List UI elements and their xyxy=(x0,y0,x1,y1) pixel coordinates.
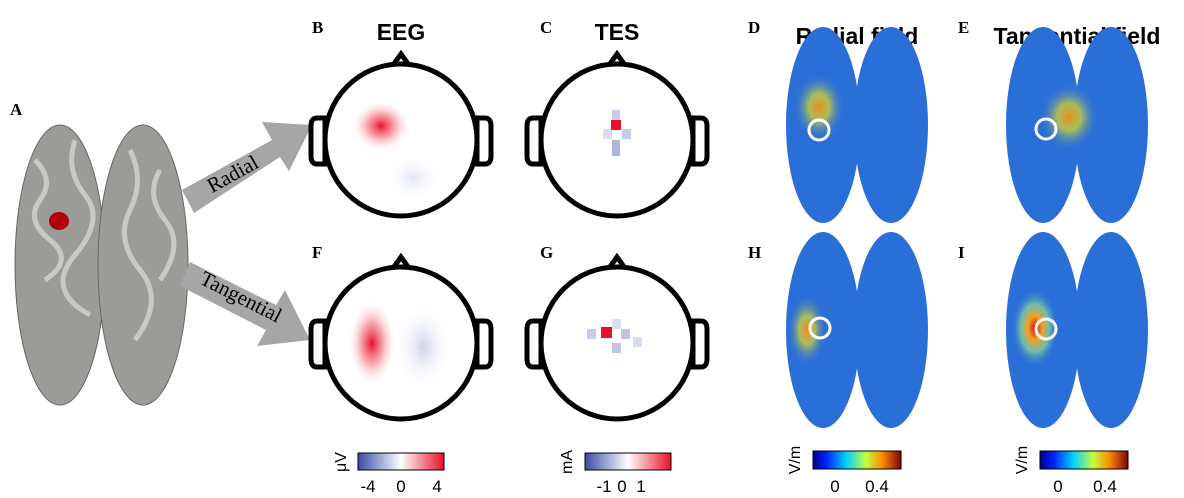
colorbar-tick: 0 xyxy=(830,477,839,496)
hemisphere xyxy=(97,124,189,406)
electrode xyxy=(612,140,620,156)
colorbar-tick: -1 xyxy=(596,477,611,496)
hemisphere xyxy=(854,232,928,428)
gyri xyxy=(31,139,177,342)
colorbar-unit: mA xyxy=(559,450,576,474)
colorbar-unit: μV xyxy=(333,452,350,472)
electrode xyxy=(603,129,612,139)
colorbar xyxy=(357,452,445,471)
electrode xyxy=(621,329,630,339)
electrode xyxy=(612,343,621,353)
field-hotspot xyxy=(793,73,845,141)
panel-label: F xyxy=(312,243,322,262)
brain-gray xyxy=(14,124,189,406)
colorbar-tick: 0 xyxy=(396,477,405,496)
colorbar-tick: 0 xyxy=(617,477,626,496)
source xyxy=(49,212,69,230)
colorbar-eeg: μV -4 0 4 xyxy=(333,452,445,496)
electrode xyxy=(601,327,612,338)
panel-label: D xyxy=(748,18,760,37)
colorbar-tick: 1 xyxy=(636,477,645,496)
head-c xyxy=(524,49,710,219)
arrow-tangential: Tangential xyxy=(180,262,310,346)
colorbar-tick: 4 xyxy=(432,477,441,496)
field-hotspot xyxy=(1039,83,1099,151)
panel-label: B xyxy=(312,18,323,37)
colorbar xyxy=(812,450,902,470)
colorbar-unit: V/m xyxy=(1014,446,1031,474)
potential-blob xyxy=(351,100,411,152)
panel-label: H xyxy=(748,243,761,262)
colorbar-tick: 0.4 xyxy=(1093,477,1117,496)
colorbar xyxy=(1039,450,1129,470)
hemisphere xyxy=(1074,232,1148,428)
arrow xyxy=(180,262,310,346)
panel-label: G xyxy=(540,243,553,262)
colorbar-unit: V/m xyxy=(787,446,804,474)
hemisphere xyxy=(1074,27,1148,223)
arrow-radial: Radial xyxy=(182,122,312,213)
electrode xyxy=(633,337,642,347)
brain-d xyxy=(786,27,928,223)
panel-label: I xyxy=(958,243,965,262)
electrode xyxy=(612,110,620,122)
colorbar-tick: -4 xyxy=(360,477,375,496)
brain-h xyxy=(786,232,928,428)
head-b xyxy=(308,49,494,219)
column-title: Tangential field xyxy=(994,23,1161,49)
target-circle xyxy=(1034,317,1058,341)
electrode xyxy=(622,129,631,139)
target-circle xyxy=(808,316,832,340)
electrode xyxy=(612,319,621,329)
colorbar-tes: mA -1 0 1 xyxy=(559,450,672,496)
potential-blob xyxy=(348,299,396,387)
panel-label: C xyxy=(540,18,552,37)
colorbar-radial: V/m 0 0.4 xyxy=(787,446,902,496)
potential-blob xyxy=(385,154,441,202)
target-circle xyxy=(1034,117,1058,141)
panel-label: A xyxy=(10,100,23,119)
hemisphere xyxy=(854,27,928,223)
electrode xyxy=(611,120,621,130)
arrow-label: Radial xyxy=(203,150,263,198)
arrow xyxy=(182,122,312,213)
column-title: EEG xyxy=(377,19,426,45)
potential-blob xyxy=(395,303,451,391)
column-title: TES xyxy=(595,19,640,45)
brain-i xyxy=(1006,232,1148,428)
colorbar xyxy=(584,452,672,471)
colorbar-tick: 0 xyxy=(1053,477,1062,496)
head-f xyxy=(308,252,494,422)
electrode xyxy=(587,329,596,339)
head-g xyxy=(524,252,710,422)
colorbar-tangential: V/m 0 0.4 xyxy=(1014,446,1129,496)
panel-label: E xyxy=(958,18,969,37)
colorbar-tick: 0.4 xyxy=(865,477,889,496)
brain-e xyxy=(1006,27,1148,223)
target-circle xyxy=(807,118,831,142)
field-hotspot xyxy=(787,294,827,366)
